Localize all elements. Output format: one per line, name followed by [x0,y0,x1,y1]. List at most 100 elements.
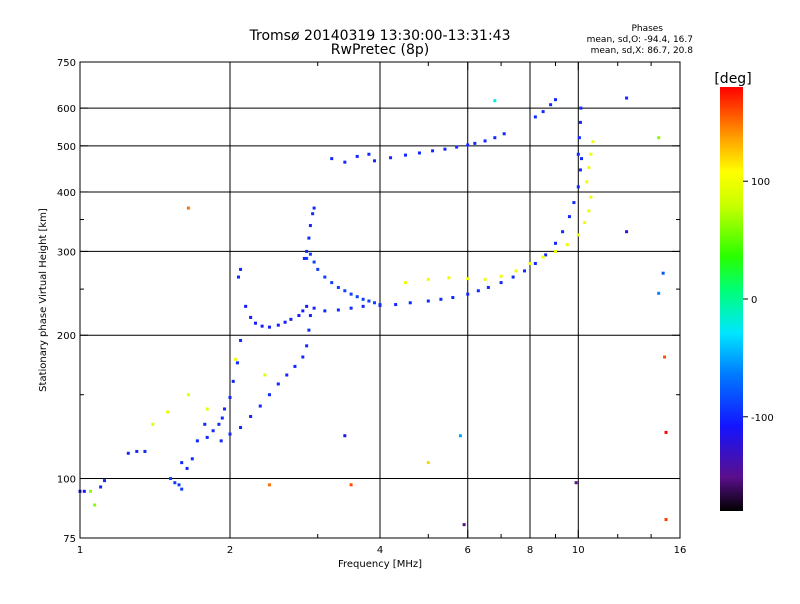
echo-point [439,297,443,301]
echo-point [283,320,287,324]
echo-point [343,434,347,438]
echo-point [502,132,506,136]
echo-point [378,303,382,307]
echo-point [185,466,189,470]
echo-point [223,407,227,411]
echo-point [267,483,271,487]
echo-point [587,209,591,213]
echo-point [625,96,629,100]
x-tick-label: 1 [77,545,83,556]
x-tick-label: 6 [465,545,471,556]
echo-point [211,429,215,433]
echo-point [657,291,661,295]
echo-point [205,407,209,411]
echo-point [533,261,537,265]
echo-point [426,277,430,281]
echo-point [403,153,407,157]
echo-point [514,269,518,273]
echo-point [661,271,665,275]
echo-point [180,487,184,491]
echo-point [499,281,503,285]
echo-point [349,292,353,296]
echo-point [572,201,576,205]
echo-point [285,373,289,377]
echo-point [302,256,306,260]
echo-point [305,256,309,260]
echo-point [249,414,253,418]
echo-point [579,106,583,110]
echo-point [466,143,470,147]
chart-subtitle: RwPretec (8p) [331,42,429,58]
echo-point [305,304,309,308]
echo-point [253,321,257,325]
echo-point [483,277,487,281]
echo-point [541,255,545,259]
echo-point [308,314,312,318]
echo-point [301,309,305,313]
echo-point [267,325,271,329]
echo-point [239,267,243,271]
echo-point [143,449,147,453]
x-axis-label: Frequency [MHz] [338,559,422,570]
echo-point [553,241,557,245]
y-tick-label: 600 [57,104,76,115]
echo-point [373,301,377,305]
echo-point [355,295,359,299]
colorbar-ticks: 100 0 -100 [743,177,774,424]
echo-point [307,236,311,240]
echo-point [361,297,365,301]
echo-point [455,145,459,149]
echo-point [664,518,668,522]
echo-point [231,379,235,383]
echo-point [657,136,661,140]
echo-point [567,215,571,219]
echo-point [239,338,243,342]
x-tick-label: 2 [227,545,233,556]
echo-point [249,315,253,319]
echo-point [289,317,293,321]
echo-point [126,451,130,455]
echo-point [301,355,305,359]
echo-point [233,357,237,361]
echo-point [186,206,190,210]
echo-point [578,120,582,124]
echo-point [361,304,365,308]
echo-point [576,233,580,237]
echo-point [217,422,221,426]
echo-point [541,110,545,114]
y-tick-label: 400 [57,188,76,199]
echo-point [473,141,477,145]
echo-point [308,252,312,256]
colorbar [720,87,743,511]
echo-point [180,461,184,465]
echo-point [533,115,537,119]
echo-point [312,260,316,264]
echo-point [561,230,565,234]
echo-point [576,185,580,189]
echo-point [186,393,190,397]
echo-point [311,212,315,216]
phases-stat-o: mean, sd,O: -94.4, 16.7 [587,35,693,45]
echo-point [528,261,532,265]
echo-point [591,140,595,144]
echo-point [462,523,466,527]
echo-point [565,243,569,247]
echo-point [205,435,209,439]
echo-point [297,314,301,318]
echo-point [263,373,267,377]
echo-point [99,485,103,489]
echo-point [228,395,232,399]
echo-point [220,416,224,420]
echo-point [135,449,139,453]
echo-point [330,281,334,285]
y-tick-label: 200 [57,331,76,342]
echo-point [330,157,334,161]
echo-point [219,439,223,443]
echo-point [511,275,515,279]
echo-point [466,277,470,281]
y-tick-label: 300 [57,247,76,258]
echo-point [293,364,297,368]
y-tick-label: 750 [57,58,76,69]
colorbar-label: [deg] [714,71,751,87]
echo-point [426,461,430,465]
